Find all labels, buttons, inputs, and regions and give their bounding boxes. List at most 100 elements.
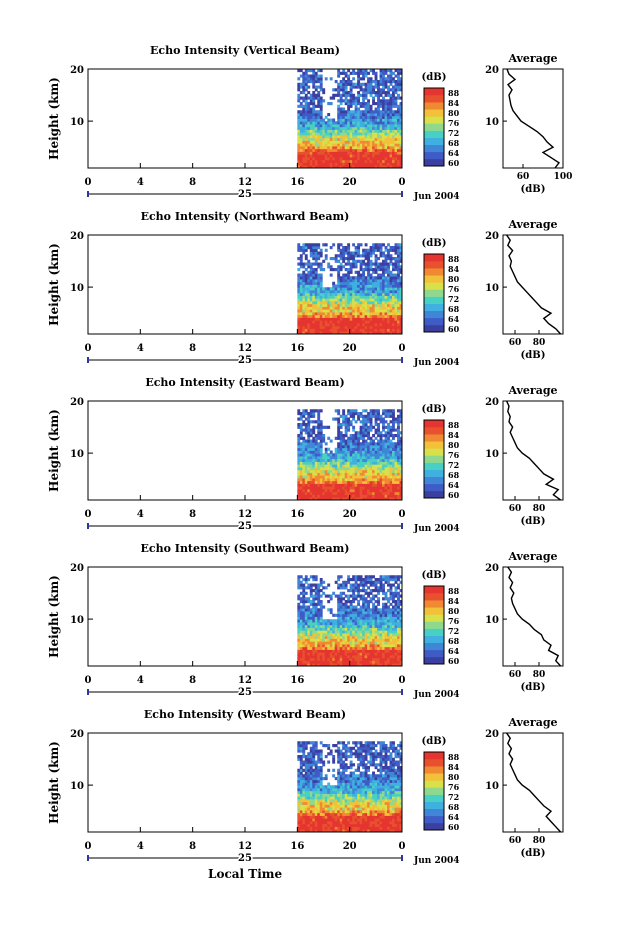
heatmap-cell [384,480,388,484]
heatmap-cell [362,262,366,266]
heatmap-cell [319,287,323,291]
heatmap-cell [304,148,308,152]
heatmap-cell [312,254,316,258]
heatmap-cell [344,655,348,659]
heatmap-cell [399,439,403,443]
heatmap-cell [382,262,385,266]
heatmap-cell [389,262,393,266]
heatmap-cell [319,290,323,294]
heatmap-cell [359,616,363,620]
heatmap-cell [387,436,390,440]
heatmap-cell [297,641,301,645]
heatmap-cell [377,284,380,288]
heatmap-cell [364,431,368,435]
heatmap-cell [329,619,333,623]
heatmap-cell [354,306,358,310]
heatmap-cell [374,611,378,615]
heatmap-cell [317,434,321,438]
heatmap-cell [367,124,370,128]
heatmap-cell [372,589,375,593]
heatmap-cell [362,135,366,139]
heatmap-cell [304,597,308,601]
heatmap-cell [297,461,301,465]
heatmap-cell [374,469,378,473]
heatmap-cell [352,126,356,130]
heatmap-cell [369,265,373,269]
heatmap-cell [314,436,318,440]
heatmap-cell [372,644,375,648]
heatmap-cell [387,132,390,136]
heatmap-cell [389,312,393,316]
heatmap-cell [374,298,378,302]
heatmap-cell [369,248,373,252]
heatmap-cell [352,162,356,166]
heatmap-cell [389,126,393,130]
heatmap-cell [317,624,321,628]
heatmap-cell [319,143,323,147]
heatmap-cell [342,110,346,114]
heatmap-cell [307,317,311,321]
heatmap-cell [312,608,316,612]
heatmap-cell [362,113,366,117]
heatmap-cell [304,633,308,637]
heatmap-cell [394,486,398,490]
heatmap-cell [314,159,318,163]
heatmap-cell [359,475,363,479]
heatmap-cell [372,121,375,125]
heatmap-cell [329,154,333,158]
heatmap-cell [384,431,388,435]
heatmap-cell [337,624,341,628]
heatmap-cell [319,301,323,305]
heatmap-cell [374,456,378,460]
heatmap-cell [372,660,375,664]
heatmap-cell [377,325,380,329]
heatmap-cell [302,143,306,147]
heatmap-cell [342,148,346,152]
heatmap-cell [397,148,400,152]
heatmap-cell [397,104,400,108]
heatmap-cell [364,243,368,247]
colorbar-band [424,275,444,283]
heatmap-cell [317,597,321,601]
heatmap-cell [379,328,383,332]
heatmap-cell [314,287,318,291]
heatmap-cell [304,159,308,163]
heatmap-cell [307,464,311,468]
heatmap-cell [309,616,313,620]
heatmap-cell [352,276,356,280]
heatmap-cell [352,475,356,479]
heatmap-cell [384,608,388,612]
heatmap-cell [357,494,361,498]
heatmap-cell [347,447,351,451]
heatmap-cell [362,254,366,258]
heatmap-cell [399,469,403,473]
heatmap-cell [314,246,318,250]
heatmap-cell [312,331,316,335]
heatmap-cell [339,268,343,272]
heatmap-cell [304,641,308,645]
heatmap-cell [362,69,366,73]
heatmap-cell [369,254,373,258]
heatmap-cell [312,486,316,490]
heatmap-cell [384,303,388,307]
heatmap-cell [354,96,358,100]
heatmap-cell [299,254,303,258]
heatmap-cell [354,412,358,416]
heatmap-cell [359,69,363,73]
heatmap-cell [359,306,363,310]
heatmap-cell [327,265,331,269]
heatmap-cell [314,657,318,661]
heatmap-cell [304,303,308,307]
heatmap-cell [362,616,366,620]
heatmap-cell [297,85,301,89]
heatmap-cell [319,132,323,136]
heatmap-cell [374,646,378,650]
heatmap-cell [372,439,375,443]
heatmap-cell [342,616,346,620]
heatmap-cell [309,663,313,667]
heatmap-cell [364,663,368,667]
heatmap-cell [299,483,303,487]
heatmap-cell [347,483,351,487]
heatmap-cell [399,115,403,119]
heatmap-cell [342,630,346,634]
